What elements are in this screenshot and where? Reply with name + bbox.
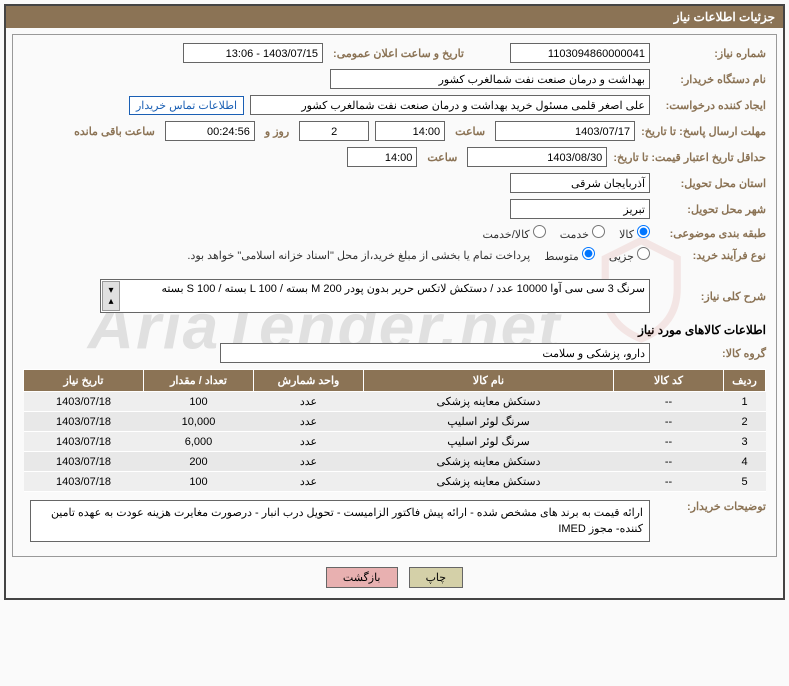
purchase-type-label: نوع فرآیند خرید: (656, 249, 766, 262)
radio-both[interactable]: کالا/خدمت (482, 225, 545, 241)
back-button[interactable]: بازگشت (326, 567, 398, 588)
table-cell: 100 (144, 472, 254, 492)
time-label-1: ساعت (455, 125, 485, 138)
need-no-field: 1103094860000041 (510, 43, 650, 63)
buyer-notes-label: توضیحات خریدار: (656, 500, 766, 513)
days-label: روز و (265, 125, 289, 138)
validity-time-field: 14:00 (347, 147, 417, 167)
overall-desc-select[interactable]: سرنگ 3 سی سی آوا 10000 عدد / دستکش لاتکس… (100, 279, 650, 313)
requester-field: علی اصغر قلمی مسئول خرید بهداشت و درمان … (250, 95, 650, 115)
table-cell: 10,000 (144, 412, 254, 432)
deadline-date-field: 1403/07/17 (495, 121, 635, 141)
goods-group-label: گروه کالا: (656, 347, 766, 360)
category-label: طبقه بندی موضوعی: (656, 227, 766, 240)
purchase-note: پرداخت تمام یا بخشی از مبلغ خرید،از محل … (187, 249, 530, 262)
chevron-down-icon[interactable]: ▾▴ (102, 281, 120, 311)
table-header: کد کالا (614, 370, 724, 392)
table-cell: عدد (254, 472, 364, 492)
radio-small[interactable]: جزیی (609, 247, 650, 263)
table-row: 4--دستکش معاینه پزشکیعدد2001403/07/18 (24, 452, 766, 472)
table-cell: 1403/07/18 (24, 472, 144, 492)
table-cell: عدد (254, 412, 364, 432)
buyer-notes-box: ارائه قیمت به برند های مشخص شده - ارائه … (30, 500, 650, 542)
city-field: تبریز (510, 199, 650, 219)
print-button[interactable]: چاپ (409, 567, 464, 588)
table-cell: سرنگ لوئر اسلیپ (364, 432, 614, 452)
table-header: ردیف (724, 370, 766, 392)
province-field: آذربایجان شرقی (510, 173, 650, 193)
radio-medium[interactable]: متوسط (544, 247, 595, 263)
table-cell: 5 (724, 472, 766, 492)
table-cell: 2 (724, 412, 766, 432)
table-cell: عدد (254, 392, 364, 412)
city-label: شهر محل تحویل: (656, 203, 766, 216)
table-cell: 1403/07/18 (24, 432, 144, 452)
table-row: 2--سرنگ لوئر اسلیپعدد10,0001403/07/18 (24, 412, 766, 432)
table-cell: 100 (144, 392, 254, 412)
table-cell: -- (614, 432, 724, 452)
table-cell: -- (614, 452, 724, 472)
details-panel: AriaTender.net شماره نیاز: 1103094860000… (12, 34, 777, 557)
province-label: استان محل تحویل: (656, 177, 766, 190)
time-left-field: 00:24:56 (165, 121, 255, 141)
table-row: 5--دستکش معاینه پزشکیعدد1001403/07/18 (24, 472, 766, 492)
remaining-label: ساعت باقی مانده (74, 125, 155, 138)
content: AriaTender.net شماره نیاز: 1103094860000… (6, 28, 783, 598)
announce-label: تاریخ و ساعت اعلان عمومی: (333, 47, 464, 60)
table-cell: 3 (724, 432, 766, 452)
items-table: ردیفکد کالانام کالاواحد شمارشتعداد / مقد… (23, 369, 766, 492)
overall-desc-label: شرح کلی نیاز: (656, 290, 766, 303)
requester-label: ایجاد کننده درخواست: (656, 99, 766, 112)
table-cell: 1403/07/18 (24, 392, 144, 412)
buyer-org-field: بهداشت و درمان صنعت نفت شمالغرب کشور (330, 69, 650, 89)
radio-service[interactable]: خدمت (560, 225, 605, 241)
items-section-title: اطلاعات کالاهای مورد نیاز (23, 323, 766, 337)
table-cell: 6,000 (144, 432, 254, 452)
table-cell: 200 (144, 452, 254, 472)
table-header: نام کالا (364, 370, 614, 392)
window-title: جزئیات اطلاعات نیاز (674, 10, 775, 24)
title-bar: جزئیات اطلاعات نیاز (6, 6, 783, 28)
category-radios: کالا خدمت کالا/خدمت (482, 225, 650, 241)
buyer-org-label: نام دستگاه خریدار: (656, 73, 766, 86)
window-frame: جزئیات اطلاعات نیاز AriaTender.net شماره… (4, 4, 785, 600)
table-cell: -- (614, 412, 724, 432)
deadline-label: مهلت ارسال پاسخ: تا تاریخ: (641, 125, 766, 138)
table-header: واحد شمارش (254, 370, 364, 392)
table-cell: دستکش معاینه پزشکی (364, 392, 614, 412)
goods-group-field: دارو، پزشکی و سلامت (220, 343, 650, 363)
action-buttons: چاپ بازگشت (12, 567, 777, 588)
table-cell: 1403/07/18 (24, 412, 144, 432)
days-left-field: 2 (299, 121, 369, 141)
table-header: تعداد / مقدار (144, 370, 254, 392)
table-cell: سرنگ لوئر اسلیپ (364, 412, 614, 432)
deadline-time-field: 14:00 (375, 121, 445, 141)
table-cell: 1 (724, 392, 766, 412)
table-cell: -- (614, 392, 724, 412)
table-cell: عدد (254, 432, 364, 452)
time-label-2: ساعت (427, 151, 457, 164)
table-cell: 4 (724, 452, 766, 472)
contact-buyer-button[interactable]: اطلاعات تماس خریدار (129, 96, 244, 115)
announce-field: 1403/07/15 - 13:06 (183, 43, 323, 63)
table-cell: عدد (254, 452, 364, 472)
table-cell: دستکش معاینه پزشکی (364, 452, 614, 472)
purchase-type-radios: جزیی متوسط (544, 247, 650, 263)
validity-date-field: 1403/08/30 (467, 147, 607, 167)
table-cell: -- (614, 472, 724, 492)
table-row: 3--سرنگ لوئر اسلیپعدد6,0001403/07/18 (24, 432, 766, 452)
table-cell: دستکش معاینه پزشکی (364, 472, 614, 492)
table-row: 1--دستکش معاینه پزشکیعدد1001403/07/18 (24, 392, 766, 412)
table-cell: 1403/07/18 (24, 452, 144, 472)
need-no-label: شماره نیاز: (656, 47, 766, 60)
radio-goods[interactable]: کالا (619, 225, 650, 241)
table-header: تاریخ نیاز (24, 370, 144, 392)
validity-label: حداقل تاریخ اعتبار قیمت: تا تاریخ: (613, 151, 766, 164)
